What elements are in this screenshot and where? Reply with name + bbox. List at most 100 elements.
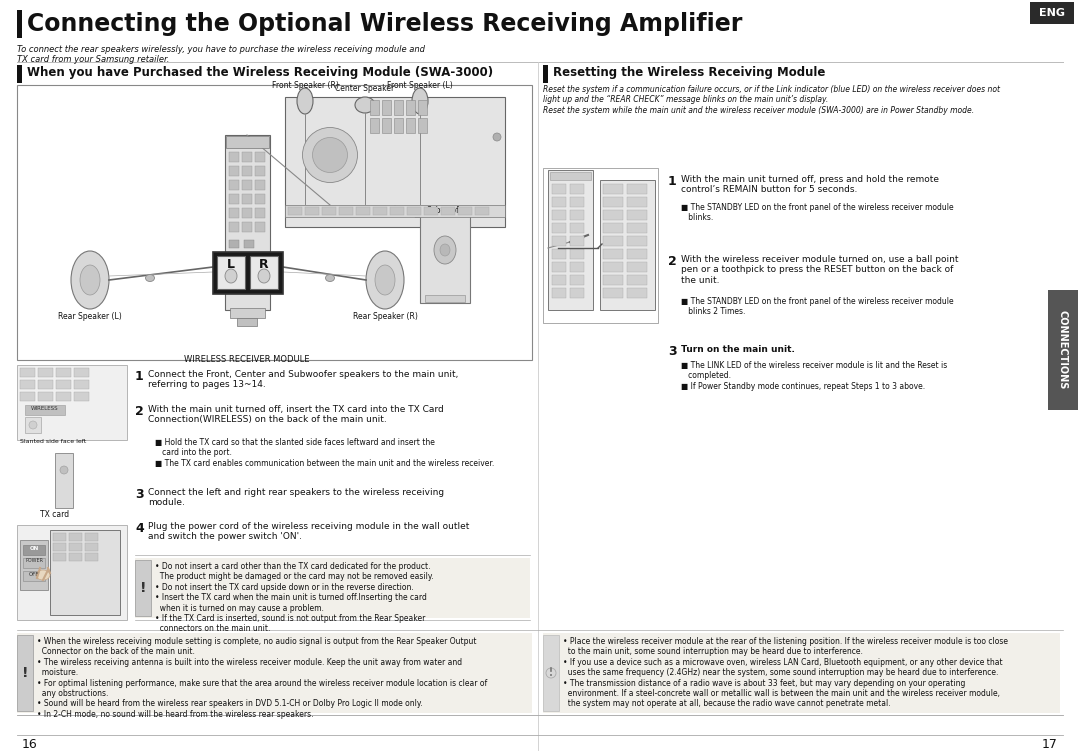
Bar [356, 207, 370, 215]
Ellipse shape [146, 275, 154, 282]
Bar [50, 530, 120, 615]
Ellipse shape [492, 133, 501, 141]
Text: POWER: POWER [25, 558, 43, 563]
Text: ■ The STANDBY LED on the front panel of the wireless receiver module
   blinks 2: ■ The STANDBY LED on the front panel of … [681, 297, 954, 316]
Text: Rear Speaker (L): Rear Speaker (L) [58, 312, 122, 321]
Bar [23, 558, 45, 568]
Bar [17, 65, 22, 83]
Bar [242, 180, 252, 190]
Text: Connect the Front, Center and Subwoofer speakers to the main unit,
referring to : Connect the Front, Center and Subwoofer … [148, 370, 458, 389]
Text: Front Speaker (R): Front Speaker (R) [271, 81, 338, 90]
Bar [237, 318, 257, 326]
Bar [244, 240, 254, 248]
Bar [25, 417, 41, 433]
Bar [627, 210, 647, 220]
Bar [229, 166, 239, 176]
Text: Front Speaker (L): Front Speaker (L) [387, 81, 453, 90]
Text: • Do not insert a card other than the TX card dedicated for the product.
  The p: • Do not insert a card other than the TX… [156, 562, 434, 633]
Bar [255, 222, 265, 232]
Text: ENG: ENG [1039, 8, 1065, 18]
Bar [603, 249, 623, 259]
Text: Subwoofer: Subwoofer [427, 206, 468, 215]
Bar [75, 368, 89, 377]
Text: !: ! [139, 581, 146, 595]
Bar [418, 118, 427, 133]
Ellipse shape [60, 466, 68, 474]
Bar [69, 533, 82, 541]
Text: Resetting the Wireless Receiving Module: Resetting the Wireless Receiving Module [553, 66, 825, 79]
Bar [53, 553, 66, 561]
Bar [255, 194, 265, 204]
Bar [55, 453, 73, 508]
Bar [217, 256, 245, 289]
Bar [475, 207, 489, 215]
Bar [424, 207, 438, 215]
Text: 4: 4 [135, 522, 144, 535]
Bar [285, 97, 505, 227]
Bar [552, 210, 566, 220]
Bar [627, 288, 647, 298]
Ellipse shape [258, 269, 270, 283]
Bar [255, 152, 265, 162]
Bar [552, 223, 566, 233]
Text: ■ Hold the TX card so that the slanted side faces leftward and insert the
   car: ■ Hold the TX card so that the slanted s… [156, 438, 495, 468]
Bar [370, 100, 379, 115]
Bar [570, 223, 584, 233]
Bar [17, 633, 532, 713]
Bar [458, 207, 472, 215]
Bar [603, 275, 623, 285]
Ellipse shape [375, 265, 395, 295]
Bar [627, 249, 647, 259]
Bar [600, 180, 654, 310]
Text: Connecting the Optional Wireless Receiving Amplifier: Connecting the Optional Wireless Receivi… [27, 12, 742, 36]
Bar [38, 392, 53, 401]
Bar [75, 380, 89, 389]
Bar [370, 118, 379, 133]
Bar [394, 118, 403, 133]
Bar [552, 275, 566, 285]
Ellipse shape [297, 88, 313, 114]
Bar [285, 205, 505, 217]
Bar [552, 197, 566, 207]
Text: TX card: TX card [40, 510, 69, 519]
Bar [213, 252, 283, 294]
Bar [603, 262, 623, 272]
Text: With the main unit turned off, insert the TX card into the TX Card
Connection(WI: With the main unit turned off, insert th… [148, 405, 444, 425]
Bar [418, 100, 427, 115]
Ellipse shape [550, 674, 552, 676]
Bar [570, 249, 584, 259]
Bar [552, 236, 566, 246]
Text: ■ The LINK LED of the wireless receiver module is lit and the Reset is
   comple: ■ The LINK LED of the wireless receiver … [681, 361, 947, 391]
Bar [242, 222, 252, 232]
Text: 3: 3 [669, 345, 677, 358]
Bar [21, 540, 48, 590]
Ellipse shape [302, 127, 357, 182]
Bar [406, 118, 415, 133]
Text: With the main unit turned off, press and hold the remote
control’s REMAIN button: With the main unit turned off, press and… [681, 175, 939, 194]
Bar [17, 635, 33, 711]
Bar [17, 10, 22, 38]
Bar [242, 166, 252, 176]
Bar [17, 365, 127, 440]
Bar [226, 136, 269, 148]
Bar [543, 65, 548, 83]
Bar [255, 208, 265, 218]
Bar [225, 135, 270, 310]
Bar [543, 635, 559, 711]
Bar [69, 543, 82, 551]
Bar [53, 543, 66, 551]
Text: 2: 2 [135, 405, 144, 418]
Bar [570, 184, 584, 194]
Bar [229, 152, 239, 162]
Text: WIRELESS RECEIVER MODULE: WIRELESS RECEIVER MODULE [185, 355, 310, 364]
Bar [552, 262, 566, 272]
Bar [603, 288, 623, 298]
Text: 1: 1 [669, 175, 677, 188]
Ellipse shape [434, 236, 456, 264]
Text: Turn on the main unit.: Turn on the main unit. [681, 345, 795, 354]
Bar [627, 223, 647, 233]
Bar [17, 525, 127, 620]
Bar [288, 207, 302, 215]
Bar [603, 184, 623, 194]
Bar [23, 571, 45, 581]
